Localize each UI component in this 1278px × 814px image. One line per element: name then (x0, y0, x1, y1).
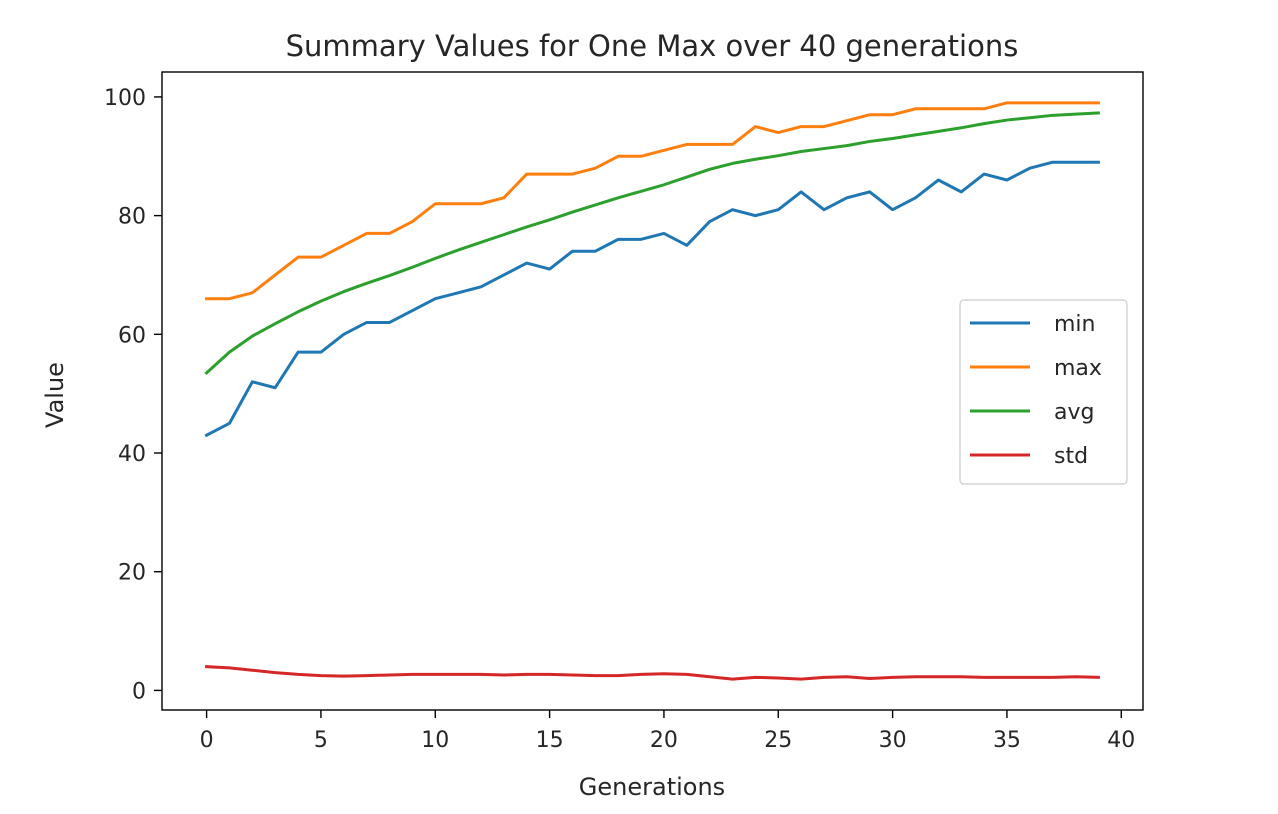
legend-frame (959, 299, 1128, 485)
x-tick-label: 0 (200, 728, 214, 753)
x-tick-label: 20 (650, 728, 678, 753)
series-line-max (205, 101, 1100, 301)
y-axis-label: Value (41, 362, 69, 428)
x-axis: 0 5 10 15 20 25 30 35 40 (200, 710, 1135, 753)
x-tick-label: 35 (993, 728, 1021, 753)
x-tick-label: 15 (536, 728, 564, 753)
series-line-avg (204, 111, 1100, 376)
series-line-min (204, 160, 1100, 438)
plot-area (161, 71, 1144, 711)
legend-label-min: min (1054, 312, 1096, 337)
series-lines (204, 101, 1100, 681)
x-tick-label: 25 (764, 728, 792, 753)
legend-label-avg: avg (1054, 400, 1094, 425)
chart-title: Summary Values for One Max over 40 gener… (286, 29, 1019, 63)
y-axis: 0 20 40 60 80 100 (104, 86, 162, 704)
x-tick-label: 30 (879, 728, 907, 753)
x-tick-label: 40 (1107, 728, 1135, 753)
legend-label-max: max (1054, 356, 1102, 381)
y-tick-label: 0 (132, 679, 146, 704)
legend-label-std: std (1054, 444, 1088, 469)
x-axis-label: Generations (579, 773, 725, 801)
y-tick-label: 60 (118, 323, 146, 348)
x-tick-label: 10 (421, 728, 449, 753)
series-line-std (205, 665, 1100, 681)
y-tick-label: 20 (118, 561, 146, 586)
y-tick-label: 100 (104, 86, 146, 111)
y-tick-label: 40 (118, 442, 146, 467)
x-tick-label: 5 (314, 728, 328, 753)
legend: min max avg std (959, 299, 1128, 485)
y-tick-label: 80 (118, 205, 146, 230)
